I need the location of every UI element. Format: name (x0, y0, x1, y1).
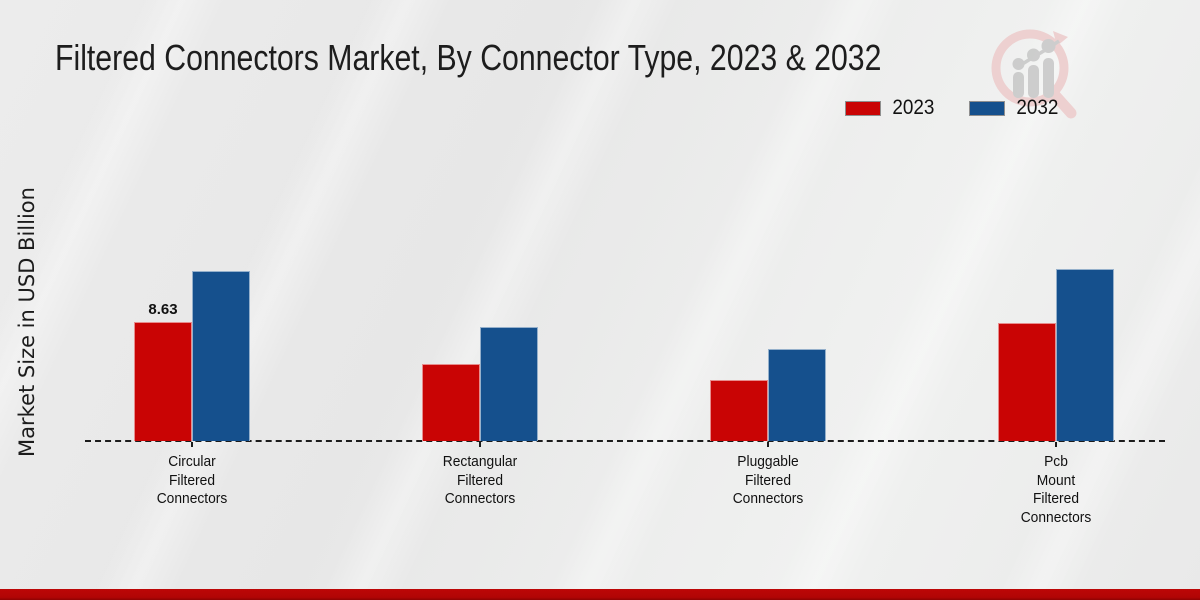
category-label-2: Pluggable Filtered Connectors (732, 453, 804, 507)
legend: 2023 2032 (845, 96, 1060, 120)
bar-group-2 (710, 349, 826, 441)
bar-2032-category-1 (480, 327, 538, 441)
chart-title: Filtered Connectors Market, By Connector… (55, 37, 882, 78)
growth-bar-icon (1013, 72, 1024, 98)
axis-tick (1055, 442, 1057, 447)
bar-2023-category-0 (134, 322, 192, 441)
bar-2023-category-2 (710, 380, 768, 441)
bar-2032-category-2 (768, 349, 826, 441)
footer-accent-bar (0, 589, 1200, 600)
category-label-3: Pcb Mount Filtered Connectors (1020, 453, 1092, 526)
bar-2032-category-3 (1056, 269, 1114, 441)
magnifier-growth-chart-icon (991, 29, 1077, 119)
brand-watermark (983, 24, 1079, 120)
growth-bar-icon (1028, 65, 1039, 98)
axis-tick (479, 442, 481, 447)
bar-group-0: 8.63 (134, 271, 250, 441)
bar-group-3 (998, 269, 1114, 441)
legend-item-2032: 2032 (968, 96, 1061, 120)
legend-swatch-2023-icon (845, 100, 881, 116)
bar-group-1 (422, 327, 538, 441)
growth-dot-icon (1027, 48, 1040, 62)
legend-label-2032: 2032 (1016, 96, 1059, 119)
x-axis-line (85, 440, 1165, 442)
bar-2032-category-0 (192, 271, 250, 441)
magnifier-ring-icon (991, 29, 1069, 107)
bar-2023-category-3 (998, 323, 1056, 441)
legend-item-2023: 2023 (845, 96, 937, 120)
axis-tick (767, 442, 769, 447)
growth-dot-icon (1012, 58, 1025, 70)
axis-tick (191, 442, 193, 447)
growth-dot-icon (1041, 39, 1056, 53)
growth-bar-icon (1043, 58, 1054, 98)
magnifier-handle-icon (1048, 88, 1077, 119)
bar-2023-category-1 (422, 364, 480, 441)
legend-swatch-2032-icon (968, 100, 1005, 116)
category-label-0: Circular Filtered Connectors (156, 453, 228, 507)
category-label-1: Rectangular Filtered Connectors (442, 453, 518, 507)
legend-label-2023: 2023 (892, 96, 935, 119)
bar-value-label: 8.63 (148, 301, 178, 318)
